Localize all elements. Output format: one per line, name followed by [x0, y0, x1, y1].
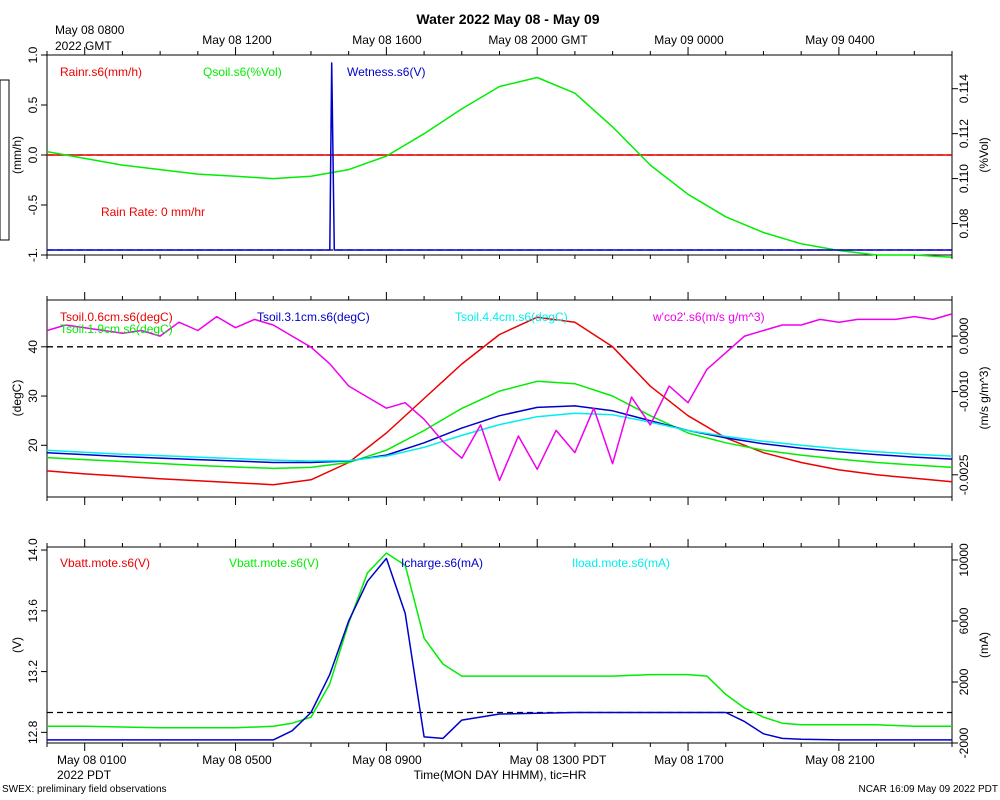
chart-title: Water 2022 May 08 - May 09: [416, 11, 599, 27]
right-tick-label: -0.0010: [957, 371, 971, 412]
series-line-1: [46, 380, 953, 470]
left-edge-box: [0, 79, 10, 241]
left-tick-label: 14.0: [26, 538, 40, 562]
series-line-2: [47, 557, 952, 741]
legend-iload: Iload.mote.s6(mA): [572, 556, 670, 570]
left-axis-label: (degC): [10, 380, 24, 417]
legend-tsoil-0-6: Tsoil.0.6cm.s6(degC): [60, 310, 173, 324]
series-line-0: [46, 316, 953, 486]
legend-rainr: Rainr.s6(mm/h): [60, 65, 142, 79]
legend-icharge: Icharge.s6(mA): [401, 556, 483, 570]
rain-rate-annotation: Rain Rate: 0 mm/hr: [101, 205, 205, 219]
legend-tsoil-1-9: Tsoil.1.9cm.s6(degC): [60, 322, 173, 336]
reference-lines: [47, 154, 952, 251]
left-tick-label: 20: [26, 438, 40, 452]
bottom-axis-label: May 08 2100: [805, 753, 875, 767]
left-tick-label: 13.2: [26, 660, 40, 684]
left-axis-label: (V): [10, 637, 24, 653]
right-tick-label: 0.110: [957, 164, 971, 193]
left-axis-ticks: 12.8 13.2 13.6 14.0: [26, 538, 47, 744]
series-line-2: [46, 405, 953, 464]
series-line-2: [47, 62, 952, 251]
right-axis-ticks: -0.0025 -0.0010 0.0000: [952, 317, 971, 495]
left-axis-ticks: -1. -0.5 0.0 0.5 1.0: [26, 46, 47, 262]
right-tick-label: -2000: [957, 727, 971, 758]
footer-right: NCAR 16:09 May 09 2022 PDT: [858, 784, 998, 795]
legend-qsoil: Qsoil.s6(%Vol): [203, 65, 282, 79]
right-tick-label: 0.108: [957, 208, 971, 238]
left-tick-label: -1.: [26, 248, 40, 262]
right-tick-label: 0.112: [957, 119, 971, 148]
right-axis-ticks: 0.108 0.110 0.112 0.114: [952, 74, 971, 239]
top-axis-label: May 09 0400: [805, 33, 875, 47]
legend-wetness: Wetness.s6(V): [347, 65, 425, 79]
series-line-1: [47, 552, 952, 729]
left-tick-label: 30: [26, 389, 40, 403]
top-axis-first-label: May 08 0800: [55, 23, 125, 37]
top-axis-labels: May 08 1200 May 08 1600 May 08 2000 GMT …: [202, 33, 875, 47]
top-axis-label: May 08 2000 GMT: [488, 33, 588, 47]
right-tick-label: 0.114: [957, 74, 971, 103]
bottom-axis-label: May 08 0900: [352, 753, 422, 767]
right-axis-label: (mA): [977, 632, 991, 658]
x-axis-ticks: [46, 47, 953, 263]
legend-vbatt-red: Vbatt.mote.s6(V): [60, 556, 150, 570]
bottom-axis-label: May 08 0500: [202, 753, 272, 767]
panel-rain-moisture: -1. -0.5 0.0 0.5 1.0 0.108 0.110 0.112 0.114 (m…: [10, 46, 991, 263]
right-tick-label: 6000: [957, 607, 971, 634]
series-line-4: [46, 313, 953, 482]
series-group: [47, 552, 952, 741]
series-group: [46, 62, 953, 258]
legend-tsoil-4-4: Tsoil.4.4cm.s6(degC): [455, 310, 568, 324]
panel-frame: [46, 299, 953, 498]
series-line-1: [46, 76, 953, 258]
left-tick-label: 0.5: [26, 96, 40, 113]
right-axis-ticks: -2000 2000 6000 10000: [952, 543, 971, 758]
legend-tsoil-3-1: Tsoil.3.1cm.s6(degC): [257, 310, 370, 324]
right-tick-label: -0.0025: [957, 454, 971, 495]
left-tick-label: 13.6: [26, 599, 40, 623]
footer-left: SWEX: preliminary field observations: [2, 784, 167, 795]
x-axis-ticks: [46, 539, 953, 751]
left-tick-label: 0.0: [26, 146, 40, 163]
left-tick-label: 12.8: [26, 720, 40, 744]
left-axis-ticks: 20 30 40: [26, 340, 47, 452]
x-axis-ticks: [46, 292, 953, 505]
top-axis-first-sublabel: 2022 GMT: [55, 39, 112, 53]
left-tick-label: 40: [26, 340, 40, 354]
left-axis-label: (mm/h): [10, 136, 24, 174]
right-axis-label: (m/s g/m^3): [977, 367, 991, 430]
top-axis-label: May 09 0000: [654, 33, 724, 47]
left-tick-label: 1.0: [26, 46, 40, 63]
series-line-3: [46, 412, 953, 462]
top-axis-label: May 08 1200: [202, 33, 272, 47]
right-tick-label: 2000: [957, 668, 971, 695]
legend-vbatt-green: Vbatt.mote.s6(V): [229, 556, 319, 570]
right-axis-label: (%Vol): [977, 137, 991, 172]
top-axis-label: May 08 1600: [352, 33, 422, 47]
legend-wco2: w'co2'.s6(m/s g/m^3): [652, 310, 765, 324]
left-tick-label: -0.5: [26, 194, 40, 215]
series-group: [46, 313, 953, 486]
bottom-axis-sublabel: 2022 PDT: [57, 768, 112, 782]
right-tick-label: 0.0000: [957, 317, 971, 354]
bottom-axis-label: May 08 1300 PDT: [510, 753, 607, 767]
panel-soil-temperature: 20 30 40 -0.0025 -0.0010 0.0000 (degC) (m/s …: [10, 292, 991, 505]
right-tick-label: 10000: [957, 543, 971, 577]
bottom-axis-label: May 08 0100: [57, 753, 127, 767]
x-axis-title: Time(MON DAY HHMM), tic=HR: [414, 768, 587, 782]
bottom-axis-labels: May 08 0100 May 08 0500 May 08 0900 May …: [57, 753, 875, 767]
bottom-axis-label: May 08 1700: [654, 753, 724, 767]
